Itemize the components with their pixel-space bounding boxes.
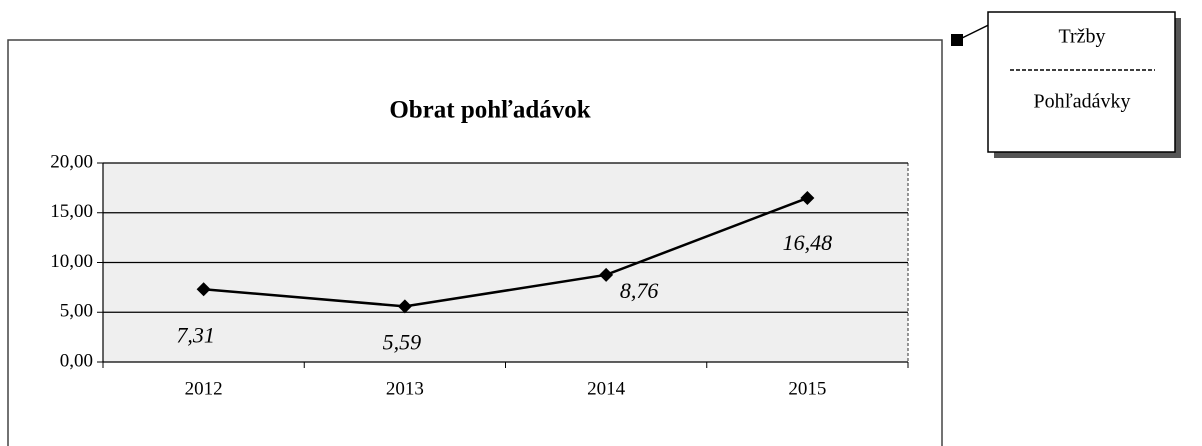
y-tick-label: 10,00 — [50, 251, 93, 272]
numerator: Tržby — [1058, 26, 1105, 48]
y-tick-label: 15,00 — [50, 201, 93, 222]
x-tick-label: 2013 — [386, 378, 424, 399]
data-label: 7,31 — [176, 322, 215, 347]
data-label: 5,59 — [383, 329, 422, 354]
chart-title: Obrat pohľadávok — [389, 97, 590, 124]
x-tick-label: 2012 — [185, 378, 223, 399]
x-tick-label: 2015 — [788, 378, 826, 399]
data-label: 8,76 — [620, 278, 659, 303]
y-tick-label: 5,00 — [60, 301, 93, 322]
data-point — [397, 299, 412, 314]
data-line — [203, 196, 808, 308]
data-label: 16,48 — [783, 230, 833, 255]
data-point — [599, 267, 614, 282]
y-tick-label: 20,00 — [50, 151, 93, 172]
callout-box — [987, 11, 1176, 153]
data-point — [196, 282, 211, 297]
formula-callout: Tržby Pohľadávky — [951, 11, 1181, 158]
denominator: Pohľadávky — [1033, 91, 1130, 113]
y-tick-label: 0,00 — [60, 350, 93, 371]
callout-anchor — [951, 34, 963, 46]
x-tick-label: 2014 — [587, 378, 626, 399]
data-point — [800, 191, 815, 206]
